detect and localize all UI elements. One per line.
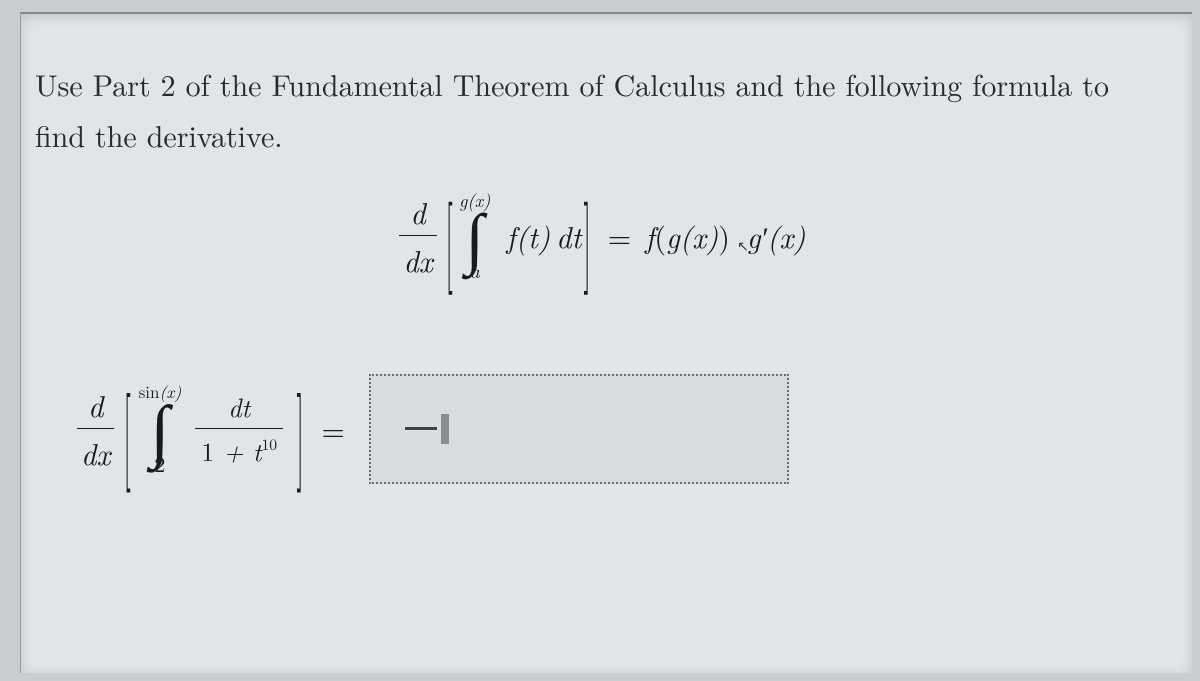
page-container: Use Part 2 of the Fundamental Theorem of…	[20, 12, 1192, 673]
rhs-expression: f(g(x)) g′(x) ↖	[645, 214, 805, 257]
rhs-g-of-x: g(x)	[666, 214, 718, 257]
problem-expression: d dx [ sin(x) ∫ 2 dt 1 + t10 ] =	[71, 374, 1164, 484]
problem-integral-block: sin(x) ∫ 2	[139, 379, 182, 479]
problem-ddx-den: dx	[77, 428, 114, 474]
problem-left-bracket: [	[124, 356, 132, 498]
integrand-exponent: 10	[262, 432, 278, 455]
right-bracket: ]	[584, 166, 592, 299]
problem-right-bracket: ]	[297, 356, 305, 498]
integral-symbol: ∫	[465, 209, 484, 257]
ddx-den: dx	[399, 235, 436, 281]
integral-lower-limit: a	[470, 255, 480, 284]
rhs-f: f	[645, 214, 654, 257]
problem-integrand-den: 1 + t10	[195, 428, 283, 469]
problem-ddx-fraction: d dx	[77, 383, 114, 474]
text-cursor	[441, 414, 449, 444]
problem-ddx-num: d	[84, 383, 107, 428]
answer-input[interactable]	[369, 374, 789, 484]
answer-placeholder-dash	[405, 427, 437, 430]
mouse-cursor-icon: ↖	[737, 236, 749, 256]
left-bracket: [	[445, 166, 453, 299]
integral-block: g(x) ∫ a	[459, 188, 490, 284]
ddx-fraction: d dx	[399, 190, 436, 281]
problem-equals-sign: =	[321, 407, 344, 450]
problem-integral-lower: 2	[154, 448, 165, 479]
problem-integrand-fraction: dt 1 + t10	[195, 388, 283, 469]
problem-integrand-num: dt	[222, 388, 256, 428]
rhs-g-prime: g′(x)	[747, 214, 806, 257]
reference-formula: d dx [ g(x) ∫ a f(t) dt ] = f(g(x)) g′(x…	[35, 188, 1164, 284]
ddx-num: d	[406, 190, 429, 235]
instruction-text: Use Part 2 of the Fundamental Theorem of…	[35, 58, 1164, 160]
problem-integral-symbol: ∫	[150, 401, 169, 450]
integrand: f(t) dt	[506, 214, 581, 257]
equals-sign: =	[608, 214, 631, 257]
